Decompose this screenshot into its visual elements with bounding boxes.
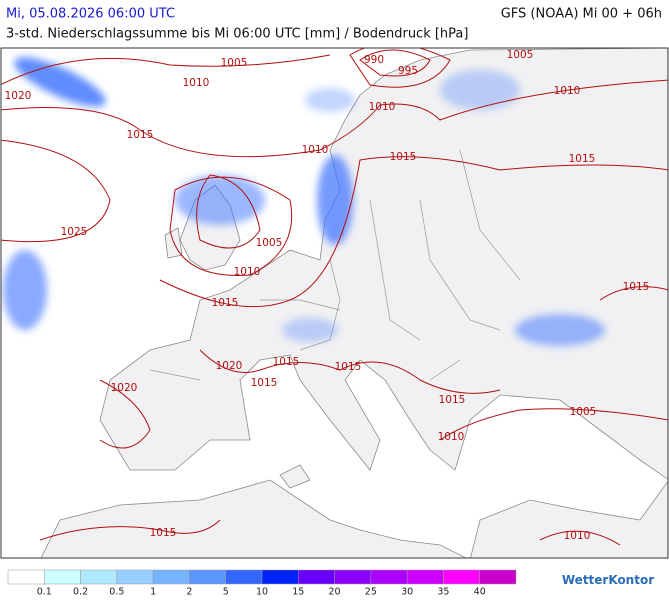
isobar-label: 1015 bbox=[623, 281, 650, 293]
legend-label: 2 bbox=[186, 587, 192, 598]
map-frame bbox=[0, 47, 669, 559]
isobar-label: 1010 bbox=[234, 266, 261, 278]
legend-label: 0.1 bbox=[37, 587, 52, 598]
map: 1005 1010 1020 1015 1010 1025 1005 1010 1015 990 9… bbox=[1, 48, 668, 558]
legend-label: 35 bbox=[437, 587, 449, 598]
legend-label: 0.2 bbox=[73, 587, 88, 598]
isobar-label: 1025 bbox=[61, 226, 88, 238]
legend-label: 30 bbox=[401, 587, 413, 598]
isobar-label: 1020 bbox=[111, 382, 138, 394]
legend-label: 1 bbox=[150, 587, 156, 598]
isobar-label: 1005 bbox=[256, 237, 283, 249]
legend-swatch bbox=[80, 569, 118, 585]
legend-swatch bbox=[479, 569, 517, 585]
precipitation bbox=[3, 57, 605, 346]
isobar-label: 1005 bbox=[221, 57, 248, 69]
isobar-label: 1015 bbox=[390, 151, 417, 163]
subtitle: 3-std. Niederschlagssumme bis Mi 06:00 U… bbox=[6, 27, 468, 42]
legend-swatch bbox=[261, 569, 299, 585]
isobar-label: 1020 bbox=[216, 360, 243, 372]
legend-label: 25 bbox=[365, 587, 377, 598]
borders bbox=[149, 149, 521, 381]
isobar-label: 1020 bbox=[5, 90, 32, 102]
isobar-label: 1010 bbox=[564, 530, 591, 542]
legend-label: 40 bbox=[474, 587, 486, 598]
isobar-label: 1010 bbox=[183, 77, 210, 89]
isobars bbox=[1, 48, 668, 546]
legend: 0.1 0.2 0.5 1 2 5 10 15 20 25 30 35 40 bbox=[7, 569, 517, 598]
legend-swatch bbox=[189, 569, 226, 585]
isobar-label: 1005 bbox=[570, 406, 597, 418]
isobar-label: 1015 bbox=[127, 129, 154, 141]
legend-swatch bbox=[298, 569, 335, 585]
legend-swatch bbox=[7, 569, 45, 585]
model-run: GFS (NOAA) Mi 00 + 06h bbox=[501, 7, 662, 22]
logo: WetterKontor bbox=[562, 573, 654, 587]
legend-label: 10 bbox=[256, 587, 268, 598]
isobar-label: 1015 bbox=[212, 297, 239, 309]
legend-swatch bbox=[225, 569, 263, 585]
isobar-label: 1015 bbox=[439, 394, 466, 406]
isobar-label: 1010 bbox=[302, 144, 329, 156]
legend-swatch bbox=[152, 569, 190, 585]
valid-date: Mi, 05.08.2026 06:00 UTC bbox=[6, 7, 175, 22]
legend-label: 20 bbox=[329, 587, 341, 598]
isobar-label: 1015 bbox=[569, 153, 596, 165]
legend-swatch bbox=[443, 569, 480, 585]
isobar-label: 1010 bbox=[438, 431, 465, 443]
legend-swatch bbox=[44, 569, 81, 585]
isobar-label: 1015 bbox=[150, 527, 177, 539]
isobar-label: 1015 bbox=[273, 356, 300, 368]
isobar-label: 1015 bbox=[251, 377, 278, 389]
legend-label: 15 bbox=[292, 587, 304, 598]
legend-swatch bbox=[334, 569, 372, 585]
legend-swatch bbox=[370, 569, 408, 585]
legend-label: 5 bbox=[223, 587, 229, 598]
legend-swatch bbox=[406, 569, 444, 585]
isobar-label: 1015 bbox=[335, 361, 362, 373]
isobar-label: 1010 bbox=[369, 101, 396, 113]
isobar-label: 995 bbox=[398, 65, 418, 77]
isobar-label: 1005 bbox=[507, 49, 534, 61]
legend-label: 0.5 bbox=[109, 587, 124, 598]
isobar-label: 990 bbox=[364, 54, 384, 66]
legend-swatch bbox=[116, 569, 154, 585]
isobar-label: 1010 bbox=[554, 85, 581, 97]
